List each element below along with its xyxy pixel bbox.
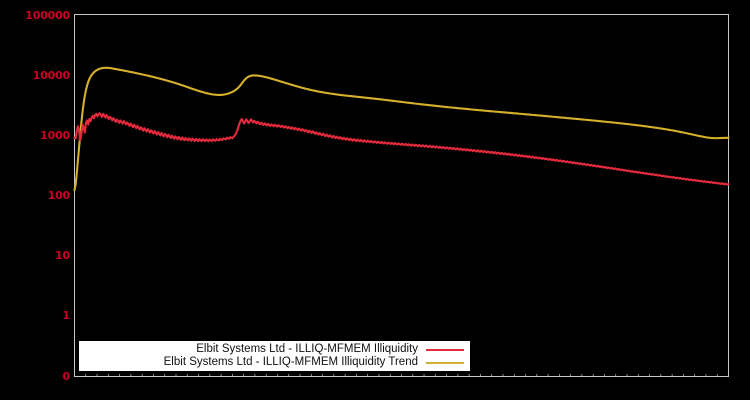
y-axis-tick-labels: 100000 10000 1000 100 10 1 0 [0,0,70,400]
y-axis-tick-label: 100000 [25,8,70,22]
legend-swatch-illiquidity-trend [426,361,464,364]
y-axis-tick-label: 0 [62,369,71,383]
legend-label-illiquidity-trend: Elbit Systems Ltd - ILLIQ-MFMEM Illiquid… [163,356,418,368]
y-axis-tick-label: 10000 [32,68,70,82]
plot-frame [74,14,729,377]
legend-swatch-illiquidity [426,348,464,351]
legend-entry-illiquidity: Elbit Systems Ltd - ILLIQ-MFMEM Illiquid… [79,343,470,356]
y-axis-tick-label: 1 [62,308,71,322]
y-axis-tick-label: 100 [47,188,71,202]
legend-entry-illiquidity-trend: Elbit Systems Ltd - ILLIQ-MFMEM Illiquid… [79,356,470,369]
y-axis-tick-label: 1000 [40,128,70,142]
chart-legend: Elbit Systems Ltd - ILLIQ-MFMEM Illiquid… [79,341,470,371]
series-line-illiquidity [73,112,730,186]
series-line-illiquidity-trend [73,66,730,192]
legend-label-illiquidity: Elbit Systems Ltd - ILLIQ-MFMEM Illiquid… [196,343,418,355]
y-axis-tick-label: 10 [55,248,70,262]
